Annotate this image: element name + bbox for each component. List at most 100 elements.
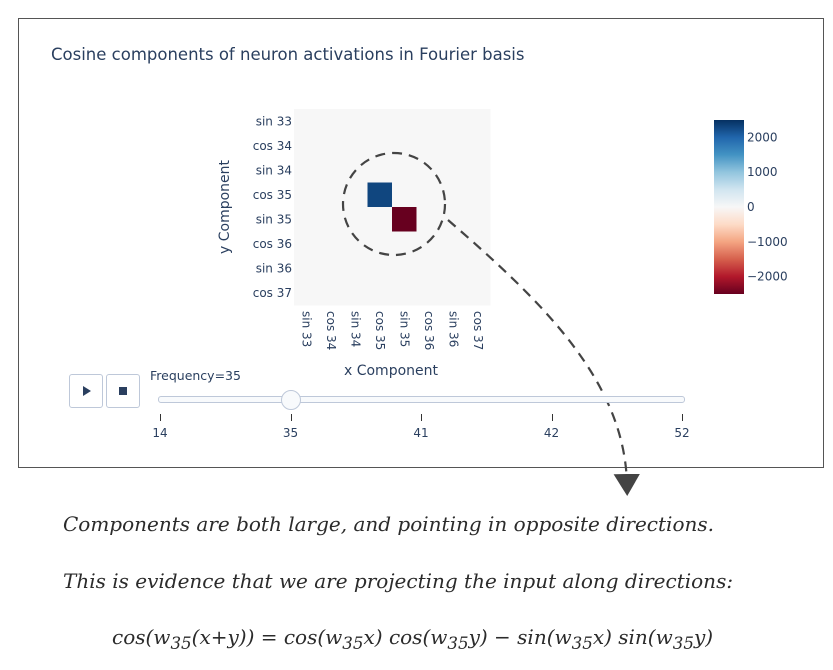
heatmap-cell[interactable] [416, 207, 442, 232]
slider-tick [682, 414, 683, 421]
heatmap-cell[interactable] [392, 133, 417, 159]
x-tick-label: cos 34 [324, 311, 338, 350]
heatmap-cell[interactable] [318, 207, 344, 232]
heatmap-cell[interactable] [416, 256, 442, 281]
heatmap-cell[interactable] [441, 231, 466, 257]
x-tick-label: sin 35 [397, 311, 411, 347]
slider-tick [290, 414, 292, 421]
heatmap-cell[interactable] [367, 158, 393, 183]
slider-tick [551, 414, 553, 421]
heatmap-cell[interactable] [441, 256, 466, 281]
chart-title: Cosine components of neuron activations … [51, 45, 525, 64]
annotation-line-1: Components are both large, and pointing … [63, 512, 714, 536]
x-axis-title: x Component [344, 363, 439, 379]
heatmap-cell[interactable] [392, 280, 417, 306]
y-tick-label: cos 37 [253, 286, 292, 300]
heatmap-cell[interactable] [392, 207, 417, 232]
heatmap-cell[interactable] [294, 280, 319, 306]
heatmap-cell[interactable] [441, 133, 466, 159]
heatmap-cell[interactable] [294, 207, 319, 232]
colorbar-tick-label: −2000 [747, 270, 788, 284]
slider-tick-label[interactable]: 35 [282, 426, 299, 440]
slider-thumb[interactable] [280, 390, 301, 410]
heatmap-cell[interactable] [343, 109, 368, 134]
slider-tick-label[interactable]: 52 [674, 426, 690, 440]
heatmap-cell[interactable] [343, 231, 368, 257]
heatmap-cell[interactable] [318, 280, 344, 306]
heatmap-cells [294, 109, 491, 306]
colorbar-tick-label: 1000 [747, 165, 778, 179]
heatmap-cell[interactable] [416, 231, 442, 257]
stop-button[interactable] [106, 374, 140, 408]
x-tick-label: sin 36 [446, 311, 460, 347]
heatmap-cell[interactable] [416, 133, 442, 159]
heatmap-cell[interactable] [343, 207, 368, 232]
heatmap-cell[interactable] [392, 256, 417, 281]
heatmap-cell[interactable] [318, 133, 344, 159]
heatmap-cell[interactable] [416, 280, 442, 306]
heatmap-cell[interactable] [465, 207, 491, 232]
annotation-formula: cos(w35(x+y)) = cos(w35x) cos(w35y) − si… [112, 625, 714, 653]
play-icon [83, 386, 91, 396]
highlight-circle [341, 151, 447, 257]
x-tick-label: sin 34 [348, 311, 362, 347]
heatmap-cell[interactable] [441, 280, 466, 306]
annotation-arrow [447, 219, 640, 496]
heatmap-cell[interactable] [416, 182, 442, 208]
y-axis-title: y Component [217, 159, 233, 254]
heatmap-cell[interactable] [343, 280, 368, 306]
heatmap-cell[interactable] [294, 109, 319, 134]
colorbar-tick-labels: 2000 1000 0 −1000 −2000 [747, 130, 788, 283]
y-tick-label: cos 34 [253, 139, 292, 153]
slider-tick-label[interactable]: 14 [152, 426, 168, 440]
heatmap-cell[interactable] [367, 182, 393, 208]
heatmap-cell[interactable] [294, 182, 319, 208]
heatmap-cell[interactable] [441, 158, 466, 183]
heatmap-cell[interactable] [416, 109, 442, 134]
colorbar [714, 120, 744, 294]
heatmap-cell[interactable] [294, 158, 319, 183]
heatmap-cell[interactable] [392, 158, 417, 183]
heatmap-cell[interactable] [367, 109, 393, 134]
slider-tick-label[interactable]: 42 [543, 426, 560, 440]
heatmap-cell[interactable] [294, 256, 319, 281]
stop-icon [119, 387, 127, 395]
heatmap-cell[interactable] [343, 133, 368, 159]
heatmap-cell[interactable] [465, 256, 491, 281]
heatmap-cell[interactable] [465, 133, 491, 159]
heatmap-cell[interactable] [318, 256, 344, 281]
y-tick-label: cos 36 [253, 237, 292, 251]
colorbar-tick-label: −1000 [747, 235, 788, 249]
heatmap-cell[interactable] [465, 109, 491, 134]
heatmap-cell[interactable] [441, 109, 466, 134]
y-tick-label: sin 36 [256, 261, 292, 275]
heatmap-cell[interactable] [294, 231, 319, 257]
slider-tick-label[interactable]: 41 [413, 426, 429, 440]
heatmap-cell[interactable] [392, 182, 417, 208]
heatmap-cell[interactable] [318, 109, 344, 134]
heatmap-cell[interactable] [318, 231, 344, 257]
heatmap-cell[interactable] [465, 158, 491, 183]
slider-current-label: Frequency=35 [150, 368, 241, 383]
heatmap-cell[interactable] [465, 280, 491, 306]
y-tick-label: sin 35 [256, 212, 292, 226]
slider-tick [160, 414, 161, 421]
x-tick-label: cos 37 [471, 311, 485, 350]
heatmap-cell[interactable] [367, 256, 393, 281]
heatmap-cell[interactable] [465, 231, 491, 257]
x-tick-label: cos 35 [373, 311, 387, 350]
heatmap-cell[interactable] [367, 207, 393, 232]
y-tick-labels: sin 33 cos 34 sin 34 cos 35 sin 35 cos 36 sin … [253, 114, 292, 300]
heatmap-cell[interactable] [294, 133, 319, 159]
heatmap-cell[interactable] [367, 280, 393, 306]
heatmap-cell[interactable] [318, 182, 344, 208]
heatmap-cell[interactable] [318, 158, 344, 183]
slider-track[interactable] [158, 396, 685, 403]
heatmap-cell[interactable] [465, 182, 491, 208]
heatmap-cell[interactable] [392, 109, 417, 134]
heatmap-cell[interactable] [343, 256, 368, 281]
heatmap-cell[interactable] [392, 231, 417, 257]
play-button[interactable] [69, 374, 103, 408]
colorbar-tick-label: 2000 [747, 130, 778, 144]
